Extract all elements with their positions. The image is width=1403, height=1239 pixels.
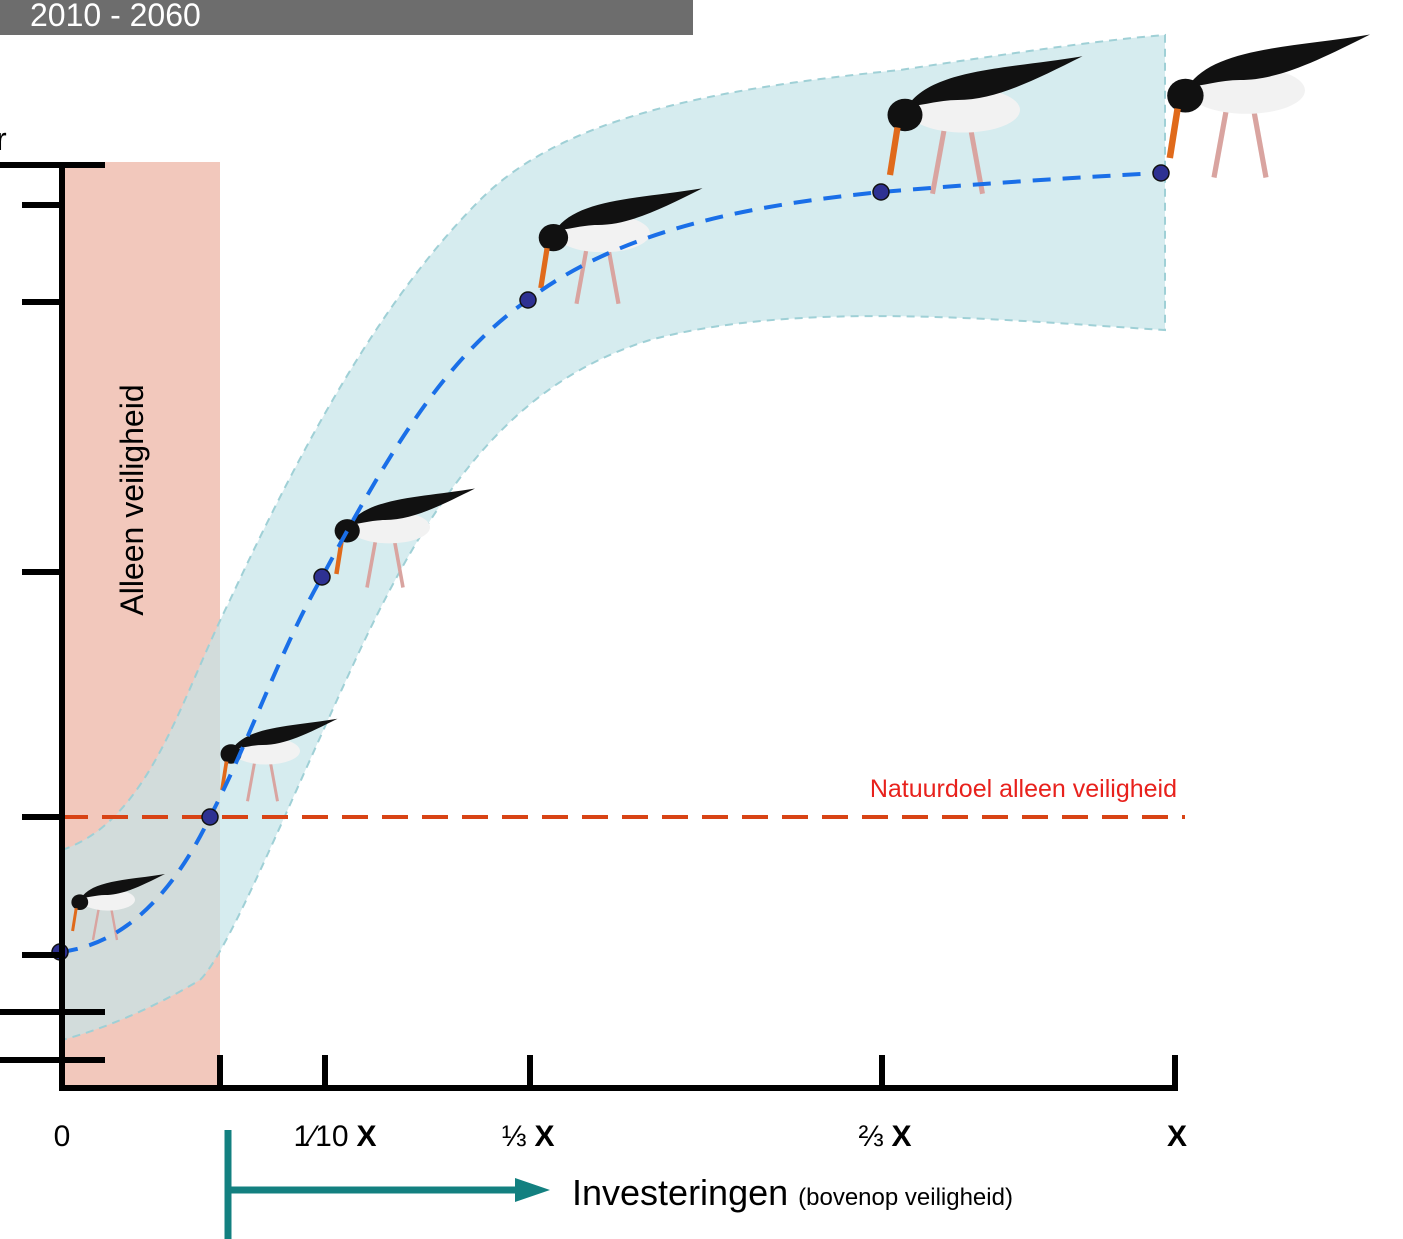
arrow-head [515,1178,550,1202]
title: 2010 - 2060 [30,0,201,33]
bird [1167,35,1370,178]
x-tick-part: X [892,1120,912,1153]
point [873,184,889,200]
bird-leg [1253,106,1266,178]
bird-head [888,99,923,132]
bird-head [71,894,88,910]
x-tick-part: X [535,1120,555,1153]
x-tick-part: X [357,1120,377,1153]
x-tick-label: 0 [54,1120,71,1153]
x-tick-label: X [1167,1120,1187,1153]
bird-head [1167,79,1203,113]
target-label: Natuurdoel alleen veiligheid [870,775,1177,803]
x-tick-part: 0 [54,1120,71,1153]
x-axis-label: Investeringen (bovenop veiligheid) [572,1172,1013,1213]
bird-head [539,224,568,251]
point [202,809,218,825]
x-tick-part: ⅔ [858,1120,883,1153]
band-label: Alleen veiligheid [114,384,150,615]
x-tick-label: 1⁄10 X [293,1120,376,1153]
y-axis-label: r [0,121,7,157]
diagram: 2010 - 2060 r Alleen veiligheid Natuurdo… [0,0,1403,1239]
page: 2010 - 2060 r Alleen veiligheid Natuurdo… [0,0,1403,1239]
x-tick-part: ⅓ [501,1120,526,1153]
bird-beak [1170,109,1178,158]
x-tick-part: 1⁄10 [293,1120,348,1153]
point [314,569,330,585]
x-axis-title: Investeringen [572,1172,788,1213]
uncertainty-band [62,35,1165,1040]
bird-leg [1214,106,1227,178]
point [520,292,536,308]
x-axis-subtitle: (bovenop veiligheid) [798,1184,1013,1211]
x-tick-part: X [1167,1120,1187,1153]
bird-head [335,519,360,542]
point [1153,165,1169,181]
